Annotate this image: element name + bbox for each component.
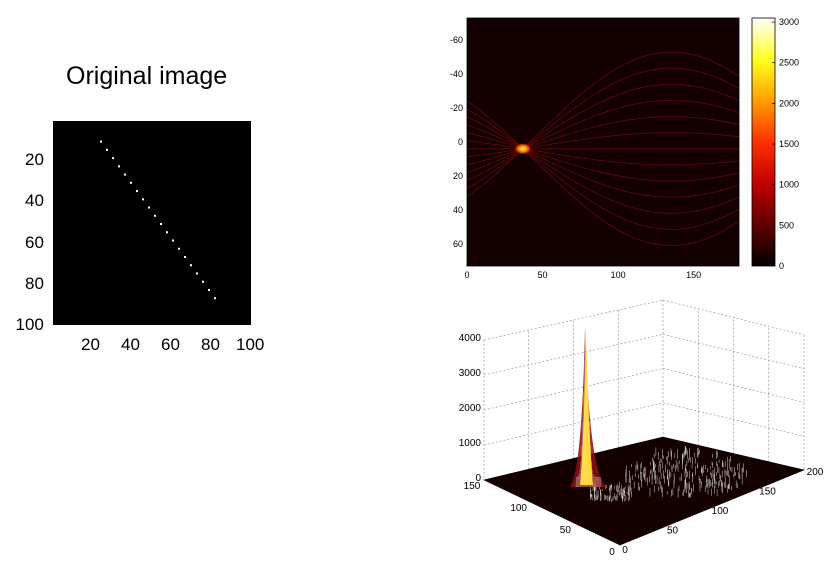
heatmap-curve (467, 116, 739, 166)
original-image-y-tick: 40 (25, 191, 44, 211)
heatmap-x-tick: 50 (538, 270, 548, 280)
colorbar-tick: 500 (779, 220, 794, 230)
surface-z-tick: 3000 (459, 368, 482, 379)
surface-y-tick: 50 (560, 525, 572, 536)
original-image-pixel (118, 165, 120, 168)
heatmap-curve (467, 140, 739, 166)
surface-y-tick: 0 (609, 547, 615, 558)
colorbar-tick: 1500 (779, 139, 799, 149)
surface-z-tick: 2000 (459, 403, 482, 414)
surface-y-tick: 100 (510, 503, 527, 514)
heatmap-curve (467, 132, 739, 182)
surface-peak-core (580, 331, 593, 485)
heatmap-curve (467, 67, 739, 190)
heatmap-y-tick: 40 (453, 205, 463, 215)
heatmap-x-tick: 150 (686, 270, 701, 280)
heatmap-y-tick: -60 (450, 35, 463, 45)
surface-peak (570, 327, 606, 488)
heatmap-y-tick: -40 (450, 69, 463, 79)
surface-x-tick: 50 (667, 526, 679, 537)
surface-z-tick: 0 (475, 473, 481, 484)
surface-x-tick: 100 (712, 506, 729, 517)
original-image-y-tick: 60 (25, 232, 44, 252)
colorbar-tick: 1000 (779, 180, 799, 190)
surface-noise-ridge (590, 446, 747, 502)
heatmap-curve (467, 132, 739, 158)
heatmap-peak (513, 142, 532, 155)
colorbar-ticks: 0 500 1000 1500 2000 2500 3000 (772, 17, 799, 271)
original-image-pixel (172, 239, 174, 242)
original-image-pixel (202, 280, 204, 283)
heatmap-curve (467, 116, 739, 214)
surface-z-tick: 1000 (459, 438, 482, 449)
original-image-y-tick: 20 (25, 150, 44, 170)
original-image-pixel (106, 148, 108, 151)
original-image-y-tick: 80 (25, 273, 44, 293)
colorbar (751, 17, 776, 267)
heatmap-curve (467, 124, 739, 198)
original-image-pixel (184, 256, 186, 258)
original-image-x-tick: 100 (236, 335, 265, 354)
heatmap-y-tick: 60 (453, 239, 463, 249)
heatmap-curve (467, 99, 739, 174)
original-image-pixel (214, 297, 216, 300)
heatmap-y-tick: -20 (450, 103, 463, 113)
surface-x-tick: 0 (622, 545, 628, 556)
hough-heatmap-panel: 0 50 100 150 -60 -40 -20 0 20 40 60 0 500 1000 1500 2… (450, 17, 799, 280)
colorbar-tick: 3000 (779, 17, 799, 27)
original-image-y-tick: 100 (15, 315, 44, 334)
original-image-plot (53, 121, 251, 325)
original-image-pixel (166, 231, 168, 234)
original-image-pixel (154, 214, 156, 217)
heatmap-y-ticks: -60 -40 -20 0 20 40 60 (450, 35, 470, 249)
heatmap-curve (467, 100, 739, 246)
heatmap-curves (467, 51, 739, 246)
original-image-pixel (142, 198, 144, 201)
heatmap-curve (467, 108, 739, 230)
surface-3d-grid (483, 299, 805, 480)
colorbar-tick: 0 (779, 261, 784, 271)
heatmap-x-ticks: 0 50 100 150 (464, 263, 701, 280)
original-image-points (100, 140, 216, 300)
original-image-pixel (208, 288, 210, 291)
original-image-pixel (178, 247, 180, 250)
heatmap-y-tick: 20 (453, 171, 463, 181)
original-image-pixel (148, 206, 150, 209)
surface-x-tick: 200 (807, 467, 824, 478)
original-image-title: Original image (66, 62, 228, 90)
original-image-pixel (124, 173, 126, 176)
heatmap-x-tick: 0 (464, 270, 469, 280)
original-image-pixel (136, 190, 138, 193)
original-image-x-tick: 60 (161, 335, 180, 354)
original-image-pixel (160, 223, 162, 226)
original-image-pixel (196, 272, 198, 275)
colorbar-tick: 2000 (779, 98, 799, 108)
original-image-x-tick: 80 (201, 335, 220, 354)
original-image-x-tick: 40 (121, 335, 140, 354)
heatmap-curve (467, 83, 739, 182)
surface-x-tick: 150 (759, 487, 776, 498)
original-image-pixel (130, 181, 132, 184)
surface-y-tick: 150 (464, 481, 481, 492)
original-image-pixel (100, 140, 102, 143)
original-image-pixel (112, 157, 114, 160)
heatmap-y-tick: 0 (458, 137, 463, 147)
colorbar-tick: 2500 (779, 58, 799, 68)
original-image-panel (53, 121, 251, 325)
heatmap-x-tick: 100 (611, 270, 626, 280)
original-image-x-tick: 20 (81, 335, 100, 354)
heatmap-curve (467, 51, 739, 197)
surface-floor (483, 436, 805, 546)
surface-z-tick: 4000 (459, 333, 482, 344)
original-image-pixel (190, 264, 192, 267)
